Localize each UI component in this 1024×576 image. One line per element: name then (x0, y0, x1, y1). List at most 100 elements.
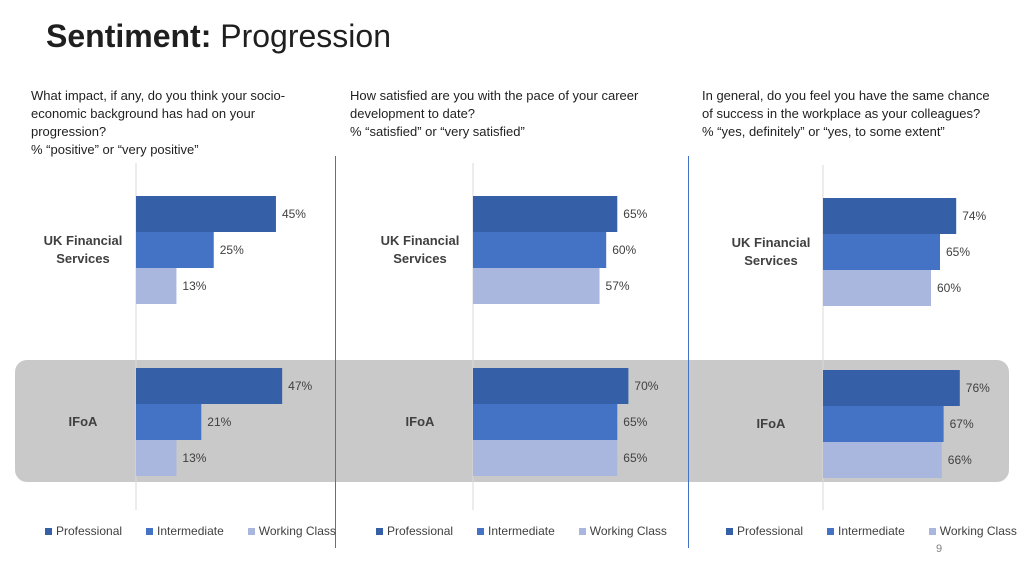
category-label: UK Financial Services (732, 235, 811, 268)
question-line: % “positive” or “very positive” (31, 142, 199, 157)
bar-value-label: 57% (606, 279, 630, 293)
bar-intermediate (473, 404, 618, 440)
bar-working-class (823, 270, 931, 306)
legend-label: Intermediate (488, 524, 555, 538)
bar-value-label: 13% (182, 451, 206, 465)
legend-item-working-class: Working Class (578, 524, 667, 538)
legend-3: Professional Intermediate Working Class (726, 523, 1024, 539)
bar-value-label: 66% (948, 453, 972, 467)
bar-professional (136, 196, 276, 232)
legend-item-working-class: Working Class (928, 524, 1017, 538)
bar-value-label: 74% (962, 209, 986, 223)
bar-professional (823, 370, 960, 406)
bar-value-label: 60% (612, 243, 636, 257)
bar-working-class (823, 442, 942, 478)
legend-label: Working Class (589, 524, 667, 538)
question-3: In general, do you feel you have the sam… (702, 87, 1012, 141)
legend-swatch-icon (578, 527, 586, 535)
legend-1: Professional Intermediate Working Class (45, 523, 360, 539)
question-line: % “satisfied” or “very satisfied” (350, 124, 525, 139)
category-label-line: IFoA (757, 416, 786, 431)
category-label: IFoA (757, 416, 786, 431)
title-bold: Sentiment: (46, 18, 212, 54)
bar-intermediate (136, 404, 202, 440)
bar-value-label: 65% (623, 415, 647, 429)
legend-label: Intermediate (838, 524, 905, 538)
legend-swatch-icon (247, 527, 255, 535)
legend-label: Working Class (939, 524, 1017, 538)
legend-item-intermediate: Intermediate (146, 524, 224, 538)
bar-professional (473, 368, 629, 404)
question-line: % “yes, definitely” or “yes, to some ext… (702, 124, 945, 139)
bar-working-class (136, 440, 177, 476)
legend-swatch-icon (146, 527, 154, 535)
bar-value-label: 65% (946, 245, 970, 259)
category-label: UK Financial Services (44, 233, 123, 266)
bar-value-label: 21% (207, 415, 231, 429)
legend-item-working-class: Working Class (247, 524, 336, 538)
page-number: 9 (936, 543, 943, 555)
bar-professional (136, 368, 283, 404)
legend-item-professional: Professional (726, 524, 803, 538)
category-label: UK Financial Services (381, 233, 460, 266)
legend-item-intermediate: Intermediate (477, 524, 555, 538)
bar-intermediate (823, 406, 944, 442)
category-label-line: IFoA (406, 414, 435, 429)
bar-value-label: 45% (282, 207, 306, 221)
bar-value-label: 67% (950, 417, 974, 431)
legend-2: Professional Intermediate Working Class (376, 523, 691, 539)
question-line: In general, do you feel you have the sam… (702, 88, 990, 103)
bar-value-label: 65% (623, 207, 647, 221)
category-label: IFoA (406, 414, 435, 429)
legend-label: Professional (737, 524, 804, 538)
bar-value-label: 13% (182, 279, 206, 293)
legend-label: Working Class (258, 524, 336, 538)
bar-value-label: 70% (634, 379, 658, 393)
bar-intermediate (136, 232, 214, 268)
bar-working-class (136, 268, 177, 304)
category-label-line: UK Financial (381, 233, 460, 248)
bar-professional (473, 196, 618, 232)
question-2: How satisfied are you with the pace of y… (350, 87, 660, 141)
slide-title: Sentiment: Progression (46, 18, 391, 55)
legend-item-intermediate: Intermediate (827, 524, 905, 538)
category-label-line: Services (393, 251, 447, 266)
legend-swatch-icon (477, 527, 485, 535)
category-label: IFoA (69, 414, 98, 429)
question-line: of success in the workplace as your coll… (702, 106, 981, 121)
legend-swatch-icon (827, 527, 835, 535)
legend-swatch-icon (376, 527, 383, 535)
legend-item-professional: Professional (45, 524, 122, 538)
question-line: development to date? (350, 106, 476, 121)
category-label-line: UK Financial (732, 235, 811, 250)
legend-label: Professional (387, 524, 454, 538)
question-line: What impact, if any, do you think your s… (31, 88, 286, 103)
legend-label: Professional (56, 524, 123, 538)
bar-value-label: 60% (937, 281, 961, 295)
bar-value-label: 65% (623, 451, 647, 465)
category-label-line: Services (744, 253, 798, 268)
legend-label: Intermediate (157, 524, 224, 538)
legend-item-professional: Professional (376, 524, 453, 538)
category-label-line: Services (56, 251, 110, 266)
legend-swatch-icon (928, 527, 936, 535)
legend-swatch-icon (45, 527, 52, 535)
bar-working-class (473, 440, 618, 476)
question-1: What impact, if any, do you think your s… (31, 87, 341, 159)
bar-working-class (473, 268, 600, 304)
question-line: progression? (31, 124, 107, 139)
panel-divider-1 (335, 156, 336, 548)
bar-professional (823, 198, 957, 234)
bar-intermediate (473, 232, 607, 268)
title-rest: Progression (211, 18, 391, 54)
category-label-line: IFoA (69, 414, 98, 429)
question-line: economic background has had on your (31, 106, 256, 121)
bar-value-label: 47% (288, 379, 312, 393)
bar-intermediate (823, 234, 940, 270)
category-label-line: UK Financial (44, 233, 123, 248)
question-line: How satisfied are you with the pace of y… (350, 88, 639, 103)
legend-swatch-icon (726, 527, 733, 535)
bar-value-label: 25% (220, 243, 244, 257)
panel-divider-2 (688, 156, 689, 548)
